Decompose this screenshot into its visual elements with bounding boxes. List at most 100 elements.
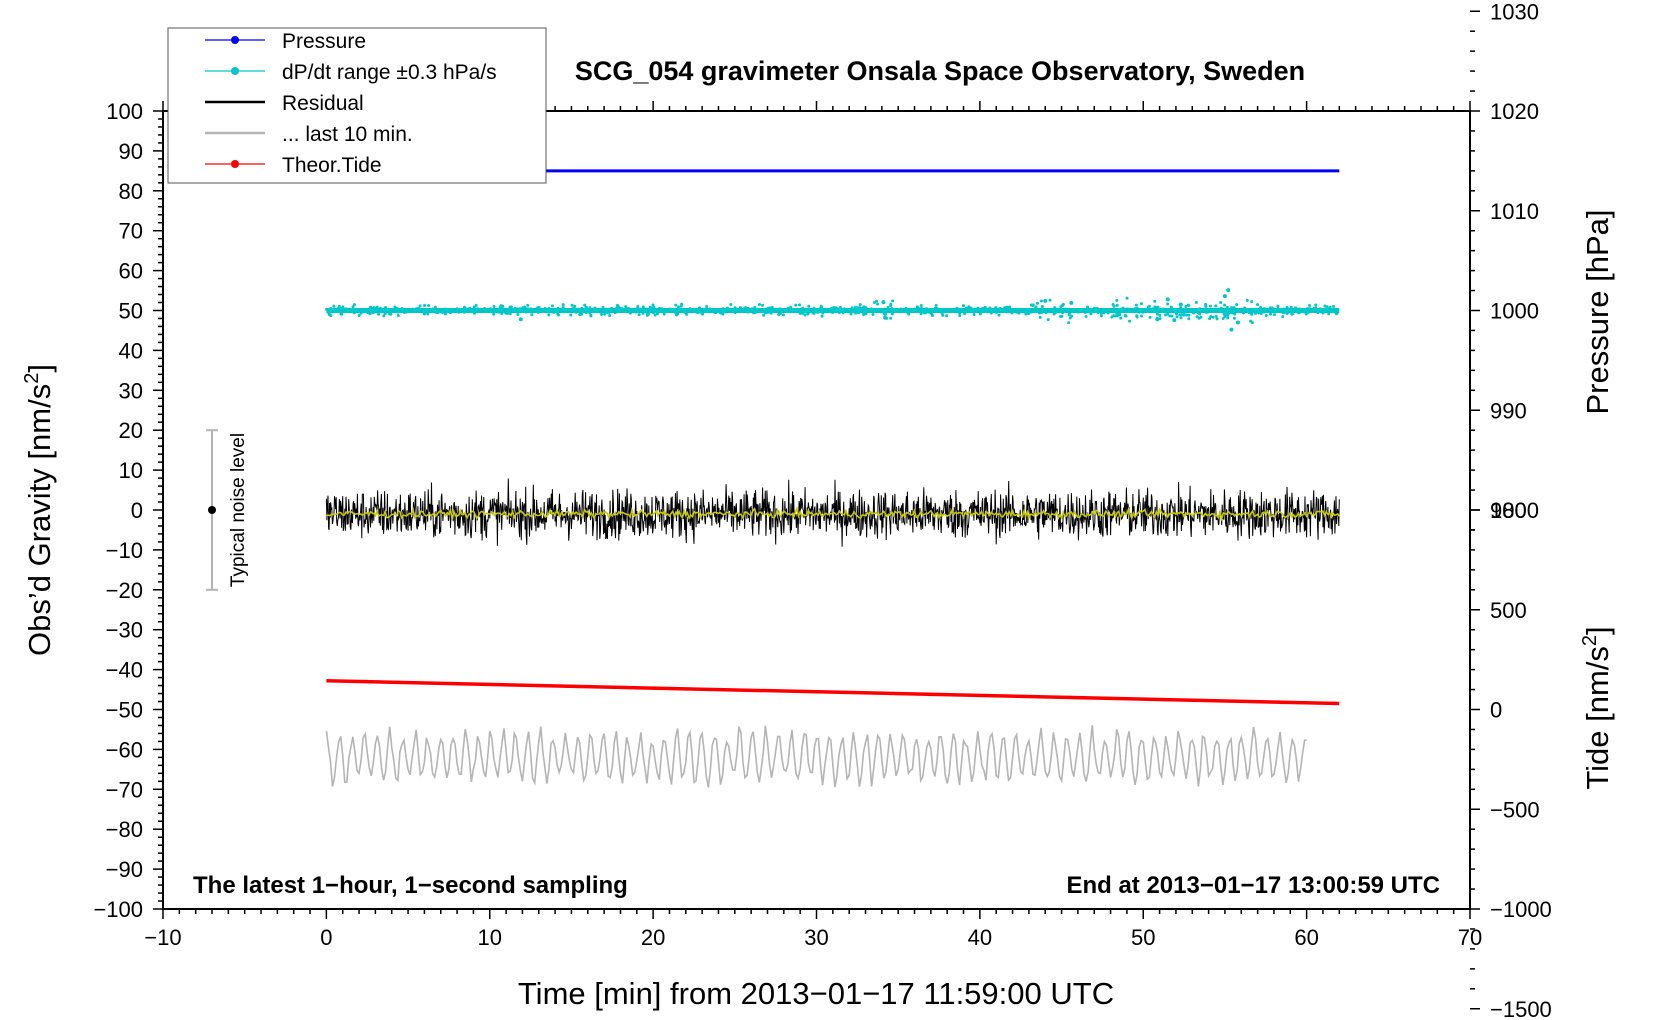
dpdt-point <box>589 313 593 317</box>
dpdt-point <box>598 310 602 314</box>
dpdt-point <box>338 306 342 310</box>
dpdt-outlier <box>1222 294 1227 299</box>
pressure-tick-label: 1020 <box>1490 99 1539 124</box>
dpdt-point <box>699 310 703 314</box>
dpdt-point <box>603 312 607 316</box>
dpdt-point <box>500 312 504 316</box>
dpdt-point <box>989 311 993 315</box>
dpdt-point <box>769 306 773 310</box>
note-right: End at 2013−01−17 13:00:59 UTC <box>1066 872 1440 899</box>
dpdt-point <box>941 313 945 317</box>
dpdt-point <box>1321 311 1325 315</box>
dpdt-point <box>841 311 845 315</box>
dpdt-point <box>834 306 838 310</box>
dpdt-point <box>926 310 930 314</box>
dpdt-point <box>400 306 404 310</box>
dpdt-point <box>637 309 641 313</box>
y-left-tick-label: 60 <box>119 259 143 284</box>
dpdt-point <box>1115 298 1119 302</box>
dpdt-point <box>770 310 774 314</box>
dpdt-outlier <box>518 317 523 322</box>
dpdt-point <box>1281 315 1285 319</box>
dpdt-point <box>1053 306 1057 310</box>
dpdt-point <box>330 310 334 314</box>
dpdt-point <box>518 309 522 313</box>
dpdt-point <box>547 313 551 317</box>
dpdt-point <box>560 307 564 311</box>
dpdt-point <box>578 313 582 317</box>
dpdt-point <box>497 310 501 314</box>
dpdt-point <box>702 309 706 313</box>
dpdt-point <box>757 303 761 307</box>
dpdt-point <box>1139 302 1143 306</box>
dpdt-point <box>858 303 862 307</box>
dpdt-point <box>598 307 602 311</box>
dpdt-point <box>648 305 652 309</box>
dpdt-point <box>448 311 452 315</box>
dpdt-point <box>674 303 678 307</box>
dpdt-point <box>886 305 890 309</box>
y-left-tick-label: 70 <box>119 219 143 244</box>
dpdt-point <box>1182 311 1186 315</box>
x-tick-label: 30 <box>804 925 828 950</box>
dpdt-point <box>820 305 824 309</box>
dpdt-point <box>418 309 422 313</box>
dpdt-point <box>1119 316 1123 320</box>
dpdt-point <box>492 305 496 309</box>
dpdt-point <box>539 308 543 312</box>
y-left-tick-label: −40 <box>106 658 143 683</box>
dpdt-point <box>415 307 419 311</box>
dpdt-point <box>933 309 937 313</box>
dpdt-point <box>1328 306 1332 310</box>
dpdt-outlier <box>881 300 886 305</box>
x-tick-label: 60 <box>1294 925 1318 950</box>
dpdt-point <box>1039 299 1043 303</box>
dpdt-outlier <box>883 315 888 320</box>
dpdt-point <box>710 309 714 313</box>
dpdt-point <box>1208 304 1212 308</box>
dpdt-point <box>1316 311 1320 315</box>
dpdt-point <box>1204 305 1208 309</box>
dpdt-point <box>789 310 793 314</box>
dpdt-point <box>838 305 842 309</box>
dpdt-point <box>1185 313 1189 317</box>
dpdt-point <box>967 305 971 309</box>
dpdt-point <box>1187 313 1191 317</box>
dpdt-point <box>1192 311 1196 315</box>
dpdt-point <box>1245 298 1249 302</box>
dpdt-point <box>729 303 733 307</box>
y-left-tick-label: 80 <box>119 179 143 204</box>
dpdt-point <box>919 312 923 316</box>
dpdt-point <box>655 309 659 313</box>
dpdt-point <box>829 307 833 311</box>
dpdt-point <box>508 311 512 315</box>
dpdt-point <box>988 308 992 312</box>
dpdt-point <box>705 304 709 308</box>
dpdt-point <box>1272 313 1276 317</box>
dpdt-point <box>507 307 511 311</box>
dpdt-point <box>475 307 479 311</box>
dpdt-point <box>1233 310 1237 314</box>
dpdt-point <box>899 307 903 311</box>
dpdt-point <box>489 307 493 311</box>
dpdt-point <box>743 306 747 310</box>
dpdt-point <box>854 305 858 309</box>
dpdt-point <box>1078 309 1082 313</box>
dpdt-point <box>526 307 530 311</box>
dpdt-point <box>1273 310 1277 314</box>
dpdt-point <box>956 310 960 314</box>
chart-series <box>325 169 1340 788</box>
dpdt-point <box>368 312 372 316</box>
dpdt-point <box>1179 306 1183 310</box>
dpdt-point <box>1059 305 1063 309</box>
dpdt-point <box>1106 311 1110 315</box>
dpdt-point <box>871 309 875 313</box>
dpdt-point <box>1256 303 1260 307</box>
dpdt-point <box>384 310 388 314</box>
dpdt-point <box>1044 310 1048 314</box>
x-axis-label: Time [min] from 2013−01−17 11:59:00 UTC <box>518 976 1114 1011</box>
dpdt-point <box>1314 303 1318 307</box>
dpdt-point <box>499 304 503 308</box>
legend-label: dP/dt range ±0.3 hPa/s <box>282 61 497 84</box>
dpdt-point <box>556 312 560 316</box>
